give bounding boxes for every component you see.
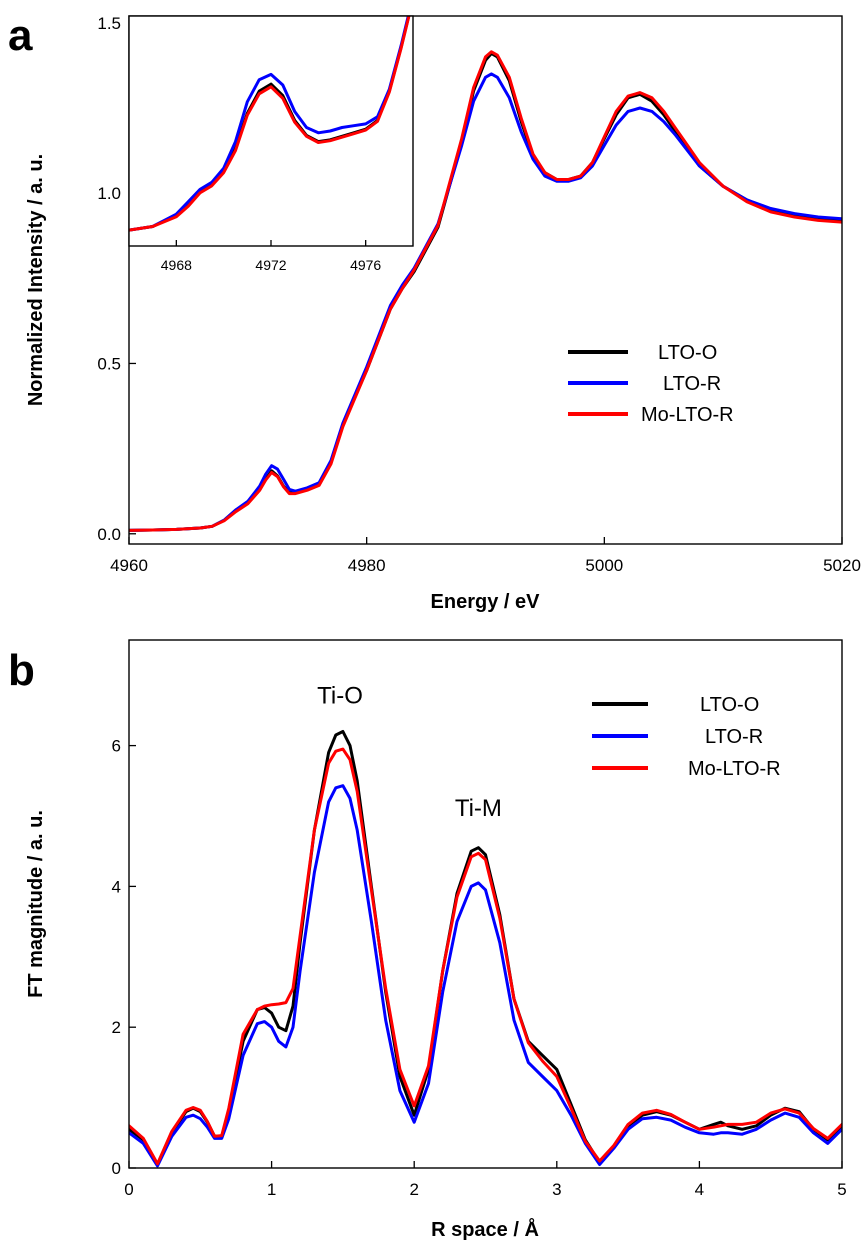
panel-b-frame	[128, 639, 843, 1169]
panel-b-y-tick-label: 2	[112, 1018, 121, 1037]
panel-a-y-tick-label: 1.0	[97, 184, 121, 203]
panel-b-y-tick-label: 0	[112, 1159, 121, 1178]
panel-a: a 4960 4980 5000 5020 0.0 0.5 1.0 1.5 Energy / …	[8, 11, 861, 613]
panel-b-series-group	[129, 730, 842, 1168]
panel-a-legend: LTO-O LTO-R Mo-LTO-R	[568, 342, 734, 426]
panel-a-x-tick-label: 4960	[110, 556, 148, 575]
panel-a-inset: 4968 4972 4976	[128, 15, 414, 273]
panel-b-x-tick-label: 5	[837, 1180, 846, 1199]
panel-a-y-tick-label: 0.0	[97, 525, 121, 544]
panel-b: b 0 1 2 3 4 5 0 2 4 6 R space / Å FT magnitude / …	[8, 639, 847, 1241]
panel-b-annotations: Ti-O Ti-M	[317, 682, 502, 822]
panel-b-x-tick-label: 1	[267, 1180, 276, 1199]
inset-background	[129, 16, 413, 246]
panel-a-x-axis-title: Energy / eV	[431, 591, 541, 613]
panel-a-x-tick-label: 5000	[585, 556, 623, 575]
panel-b-x-axis-title: R space / Å	[431, 1217, 539, 1241]
legend-a-label-lto-r: LTO-R	[663, 373, 721, 395]
inset-x-tick-label: 4968	[161, 257, 192, 273]
legend-b-label-lto-o: LTO-O	[700, 694, 759, 716]
panel-b-y-tick-label: 4	[112, 877, 121, 896]
panel-b-x-tick-label: 4	[695, 1180, 704, 1199]
annotation-ti-m: Ti-M	[455, 795, 502, 822]
legend-b-label-mo-lto-r: Mo-LTO-R	[688, 758, 781, 780]
inset-line-mo-lto-r	[129, 16, 411, 232]
panel-b-x-tick-label: 0	[124, 1180, 133, 1199]
legend-a-label-lto-o: LTO-O	[658, 342, 717, 364]
panel-a-series-group	[129, 50, 842, 532]
inset-x-tick-label: 4976	[350, 257, 381, 273]
panel-b-axes: 0 1 2 3 4 5 0 2 4 6	[112, 737, 847, 1199]
inset-axes: 4968 4972 4976	[161, 240, 381, 273]
panel-a-letter: a	[8, 11, 33, 60]
panel-b-line-mo-lto-r	[129, 747, 842, 1166]
panel-b-legend: LTO-O LTO-R Mo-LTO-R	[592, 694, 781, 780]
panel-b-x-tick-label: 2	[409, 1180, 418, 1199]
panel-b-x-tick-label: 3	[552, 1180, 561, 1199]
panel-b-y-tick-label: 6	[112, 737, 121, 756]
panel-a-frame	[128, 15, 843, 545]
panel-a-y-tick-label: 0.5	[97, 354, 121, 373]
panel-a-line-lto-r	[129, 72, 842, 532]
annotation-ti-o: Ti-O	[317, 682, 363, 709]
panel-a-x-tick-label: 5020	[823, 556, 861, 575]
panel-b-letter: b	[8, 646, 35, 695]
inset-x-tick-label: 4972	[255, 257, 286, 273]
legend-b-label-lto-r: LTO-R	[705, 726, 763, 748]
legend-a-label-mo-lto-r: Mo-LTO-R	[641, 404, 734, 426]
panel-a-x-tick-label: 4980	[348, 556, 386, 575]
panel-a-y-tick-label: 1.5	[97, 14, 121, 33]
panel-b-y-axis-title: FT magnitude / a. u.	[25, 810, 47, 998]
panel-a-axes: 4960 4980 5000 5020 0.0 0.5 1.0 1.5	[97, 14, 861, 575]
panel-a-y-axis-title: Normalized Intensity / a. u.	[25, 154, 47, 406]
inset-line-lto-r	[129, 16, 410, 232]
panel-b-line-lto-r	[129, 784, 842, 1168]
inset-series-group	[129, 16, 413, 246]
panel-a-line-mo-lto-r	[129, 50, 842, 532]
